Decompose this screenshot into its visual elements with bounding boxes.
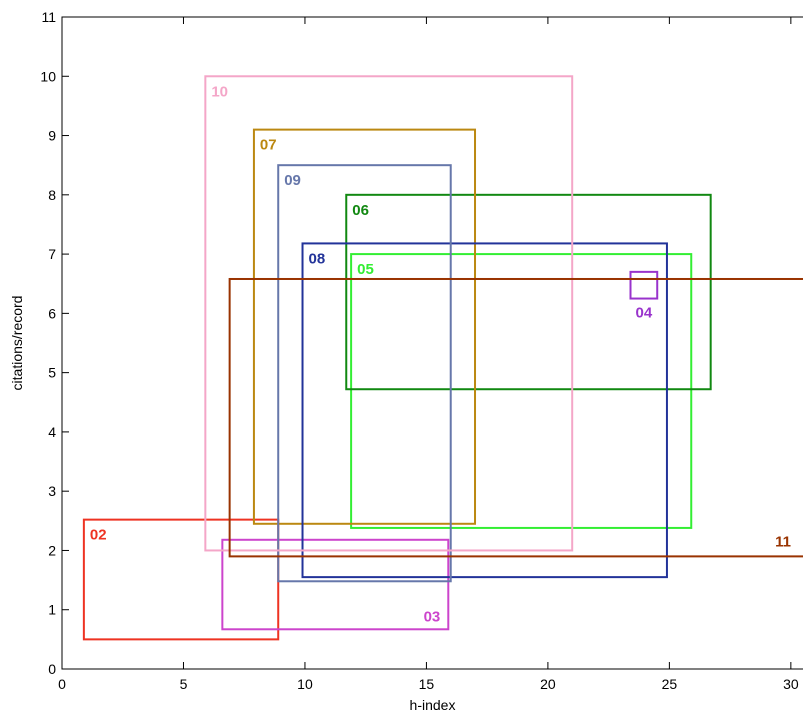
y-tick-label-10: 10	[40, 68, 56, 84]
y-tick-label-5: 5	[48, 365, 56, 381]
rect-label-11: 11	[775, 533, 791, 550]
rect-label-02: 02	[90, 527, 107, 544]
rect-09	[277, 164, 452, 583]
rect-11	[228, 277, 803, 558]
rect-02	[82, 518, 280, 641]
rect-07	[252, 128, 477, 525]
x-axis-label: h-index	[410, 697, 456, 713]
rectangles-layer: 02 03 04 05 06 07 08 09 10 11	[82, 75, 803, 641]
y-tick-label-6: 6	[48, 305, 56, 321]
rect-08	[301, 242, 668, 579]
y-tick-label-7: 7	[48, 246, 56, 262]
y-axis-label: citations/record	[9, 296, 25, 391]
rect-label-10: 10	[211, 83, 228, 100]
x-tick-label-20: 20	[540, 676, 556, 692]
x-tick-label-5: 5	[180, 676, 188, 692]
y-tick-label-3: 3	[48, 483, 56, 499]
y-tick-label-11: 11	[41, 9, 56, 25]
rect-label-08: 08	[309, 250, 326, 267]
rect-label-04: 04	[636, 305, 653, 322]
x-tick-label-30: 30	[783, 676, 799, 692]
x-tick-label-0: 0	[58, 676, 66, 692]
rect-04	[629, 270, 659, 300]
rect-label-06: 06	[352, 202, 369, 219]
x-tick-label-10: 10	[297, 676, 313, 692]
rect-06	[345, 193, 712, 391]
y-tick-label-4: 4	[48, 424, 56, 440]
x-tick-label-25: 25	[662, 676, 678, 692]
plot-frame	[61, 16, 803, 670]
rect-03	[221, 538, 450, 631]
rect-label-05: 05	[357, 261, 374, 278]
y-tick-label-9: 9	[48, 128, 56, 144]
x-tick-label-15: 15	[419, 676, 435, 692]
rect-label-09: 09	[284, 172, 301, 189]
rect-05	[350, 253, 693, 529]
rect-label-07: 07	[260, 137, 277, 154]
y-tick-label-1: 1	[48, 602, 56, 618]
y-tick-label-2: 2	[48, 542, 56, 558]
rect-10	[204, 75, 574, 552]
y-tick-label-8: 8	[48, 187, 56, 203]
y-tick-label-0: 0	[48, 661, 56, 677]
rect-label-03: 03	[424, 608, 441, 625]
